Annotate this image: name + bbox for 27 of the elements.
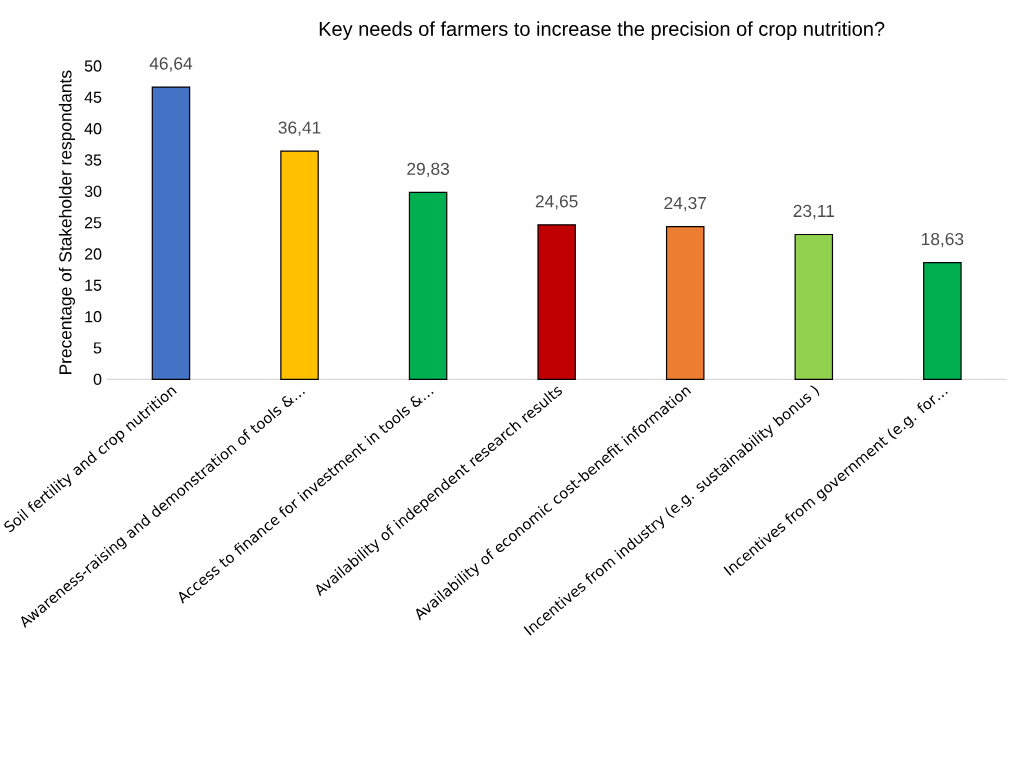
y-axis-title: Precentage of Stakeholder respondants bbox=[58, 70, 76, 374]
bar bbox=[537, 224, 576, 380]
y-tick-label: 50 bbox=[84, 60, 102, 72]
bar bbox=[151, 86, 191, 380]
y-tick-label: 5 bbox=[93, 342, 102, 354]
data-label: 24,37 bbox=[664, 196, 707, 212]
y-tick-label: 0 bbox=[93, 373, 102, 385]
y-tick-label: 10 bbox=[85, 311, 102, 323]
bar bbox=[408, 191, 448, 380]
y-tick-label: 45 bbox=[84, 91, 102, 103]
bar bbox=[665, 226, 705, 380]
bar bbox=[280, 150, 319, 380]
y-tick-label: 15 bbox=[85, 279, 102, 291]
y-tick-label: 40 bbox=[84, 123, 102, 135]
bar bbox=[794, 233, 834, 380]
y-tick-label: 20 bbox=[84, 248, 102, 260]
y-tick-label: 25 bbox=[84, 217, 102, 229]
data-label: 46,64 bbox=[149, 57, 193, 72]
chart-title: Key needs of farmers to increase the precision of crop nutrition? bbox=[319, 21, 885, 40]
y-tick-label: 30 bbox=[84, 185, 102, 197]
bar bbox=[923, 261, 962, 380]
data-label: 24,65 bbox=[535, 195, 578, 210]
data-label: 23,11 bbox=[793, 204, 835, 220]
data-label: 36,41 bbox=[278, 121, 321, 136]
data-label: 18,63 bbox=[922, 232, 964, 248]
y-tick-label: 35 bbox=[84, 154, 102, 166]
data-label: 29,83 bbox=[407, 162, 450, 178]
